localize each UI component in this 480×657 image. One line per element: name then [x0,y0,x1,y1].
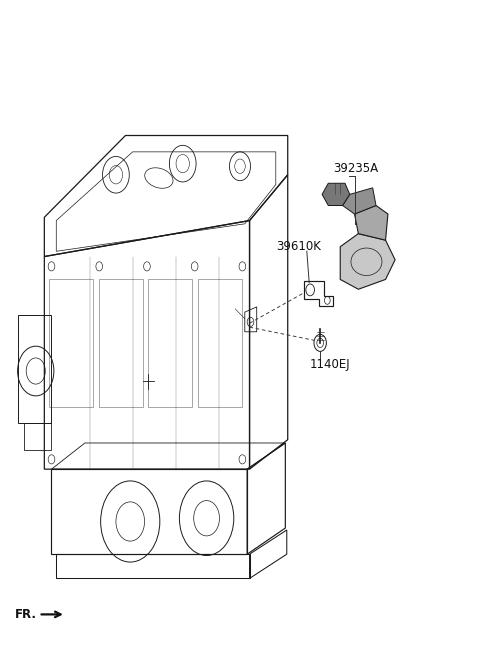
Bar [99,279,143,407]
Text: 39235A: 39235A [333,162,378,175]
Bar [198,279,242,407]
Polygon shape [322,183,350,206]
Text: 1140EJ: 1140EJ [309,358,350,371]
Polygon shape [343,188,376,214]
Polygon shape [355,206,388,240]
Text: FR.: FR. [15,608,37,621]
Bar [148,279,192,407]
Polygon shape [340,234,395,289]
Bar [49,279,93,407]
Text: 39610K: 39610K [276,240,321,253]
